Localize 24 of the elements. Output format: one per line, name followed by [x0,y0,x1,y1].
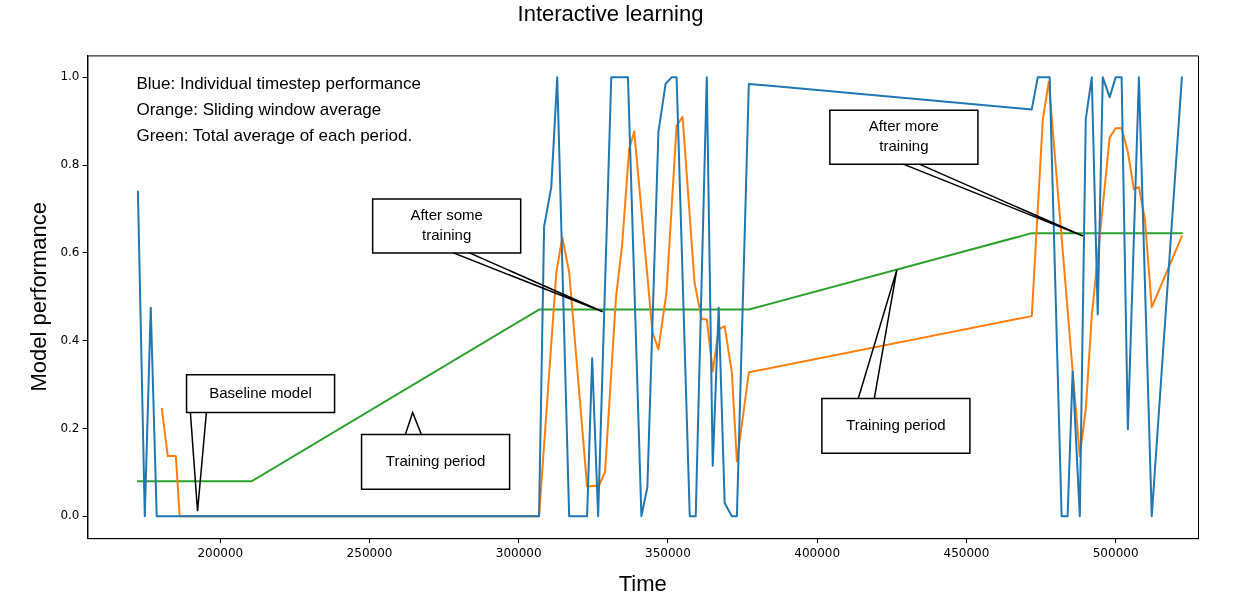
x-tick-label: 350000 [645,545,691,560]
y-tick-label: 0.2 [60,420,80,435]
annotation: Baseline model [209,383,312,401]
y-axis-title: Model performance [26,202,52,392]
y-tick-label: 1.0 [60,69,80,84]
x-tick-label: 300000 [495,545,542,560]
annotation: Orange: Sliding window average [136,100,382,120]
x-tick-label: 500000 [1092,545,1139,560]
x-tick-label: 200000 [197,545,244,560]
y-tick-label: 0.4 [60,332,80,347]
x-tick-label: 400000 [794,545,841,560]
y-tick-label: 0.8 [60,157,80,172]
x-axis-title: Time [618,570,667,596]
annotation: Green: Total average of each period. [136,126,413,146]
annotation: After more training [868,117,939,155]
y-tick-label: 0.0 [60,508,80,523]
annotation: Blue: Individual timestep performance [136,74,421,94]
y-tick-label: 0.6 [60,245,80,260]
annotation: Training period [846,416,946,434]
annotation: After some training [410,206,483,244]
x-tick-label: 250000 [346,545,393,560]
chart-title: Interactive learning [517,1,704,27]
x-tick-label: 450000 [943,545,990,560]
annotation: Training period [385,452,486,470]
